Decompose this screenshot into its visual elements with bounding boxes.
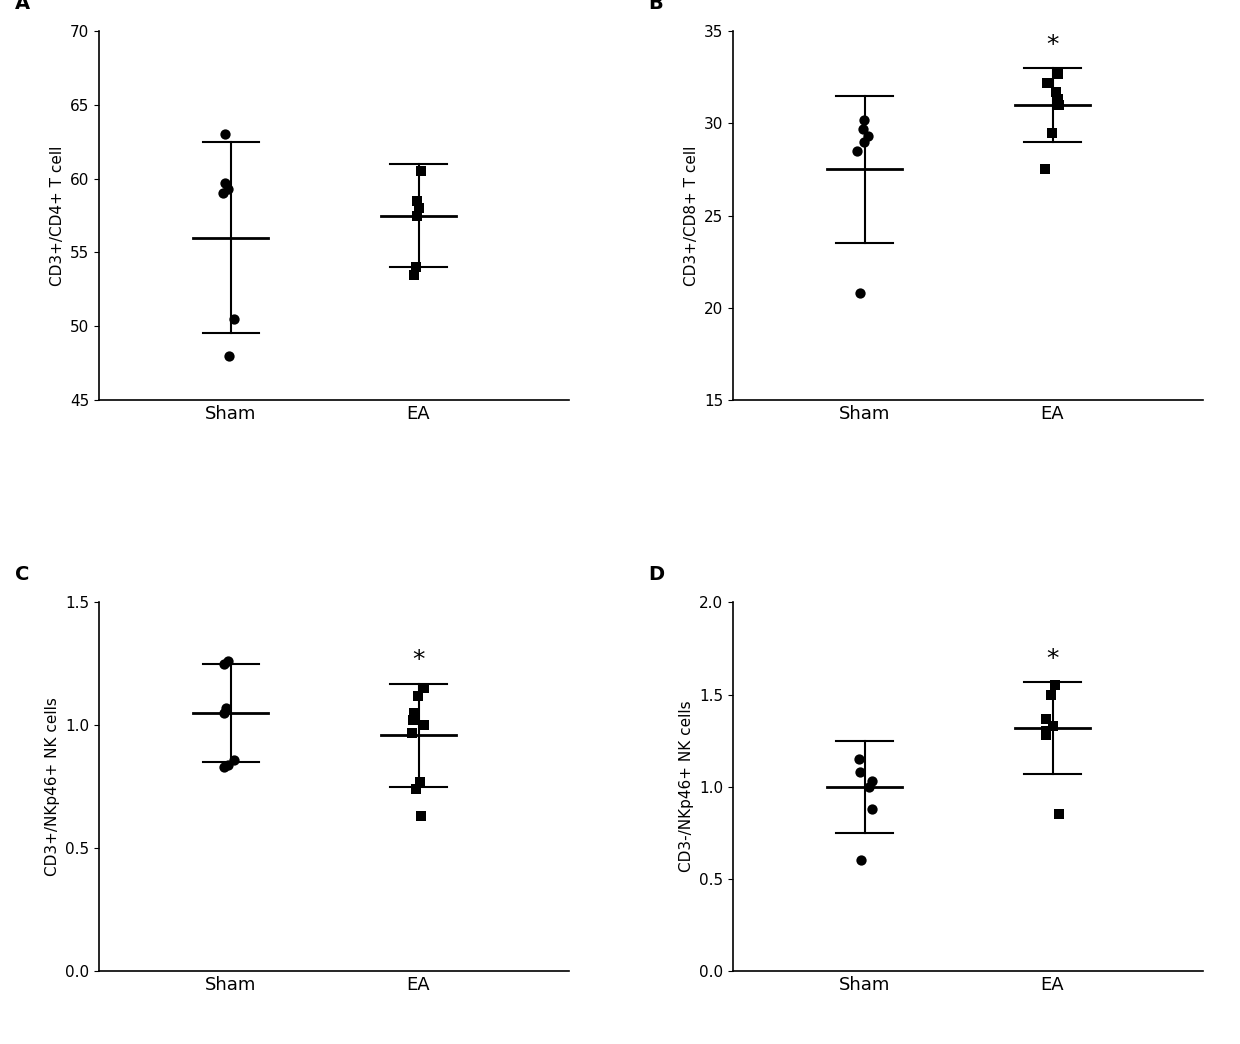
Point [1048, 91, 1068, 108]
Point [217, 756, 237, 773]
Point [405, 781, 425, 798]
Point [849, 285, 869, 302]
Point [858, 128, 878, 145]
Point [1049, 97, 1069, 114]
Point [862, 801, 882, 817]
Point [1043, 124, 1063, 141]
Point [224, 310, 244, 327]
Point [213, 705, 233, 721]
Point [215, 656, 234, 672]
Point [847, 143, 867, 160]
Point [407, 259, 427, 276]
Point [859, 779, 879, 796]
Point [851, 763, 870, 780]
Point [849, 751, 869, 767]
Point [412, 163, 432, 180]
Text: *: * [1047, 33, 1059, 57]
Point [402, 725, 422, 741]
Point [414, 680, 434, 696]
Point [852, 852, 872, 869]
Point [412, 808, 432, 825]
Point [1040, 686, 1060, 703]
Point [1047, 84, 1066, 100]
Y-axis label: CD3+/CD4+ T cell: CD3+/CD4+ T cell [50, 145, 64, 286]
Point [862, 773, 882, 789]
Point [853, 121, 873, 138]
Text: C: C [15, 565, 29, 584]
Point [854, 112, 874, 128]
Point [409, 199, 429, 216]
Text: *: * [1047, 646, 1059, 670]
Text: B: B [649, 0, 663, 13]
Point [219, 348, 239, 364]
Point [216, 699, 236, 716]
Point [403, 712, 423, 729]
Point [1037, 727, 1056, 743]
Point [215, 126, 234, 143]
Point [404, 705, 424, 721]
Point [404, 266, 424, 283]
Point [1049, 66, 1069, 82]
Point [1049, 806, 1069, 823]
Point [215, 759, 234, 776]
Point [854, 134, 874, 150]
Point [407, 207, 427, 223]
Point [414, 717, 434, 734]
Y-axis label: CD3+/NKp46+ NK cells: CD3+/NKp46+ NK cells [45, 697, 60, 876]
Text: A: A [15, 0, 30, 13]
Point [1037, 74, 1056, 91]
Point [1035, 161, 1055, 177]
Point [224, 752, 244, 768]
Point [218, 181, 238, 197]
Point [408, 687, 428, 704]
Point [1037, 723, 1056, 740]
Point [1045, 677, 1065, 693]
Point [213, 185, 233, 201]
Point [216, 174, 236, 191]
Point [218, 654, 238, 670]
Text: D: D [649, 565, 665, 584]
Y-axis label: CD3+/CD8+ T cell: CD3+/CD8+ T cell [683, 145, 698, 286]
Point [1043, 717, 1063, 734]
Text: *: * [413, 648, 425, 672]
Point [410, 774, 430, 790]
Point [1037, 710, 1056, 727]
Y-axis label: CD3-/NKp46+ NK cells: CD3-/NKp46+ NK cells [678, 701, 694, 873]
Point [408, 192, 428, 209]
